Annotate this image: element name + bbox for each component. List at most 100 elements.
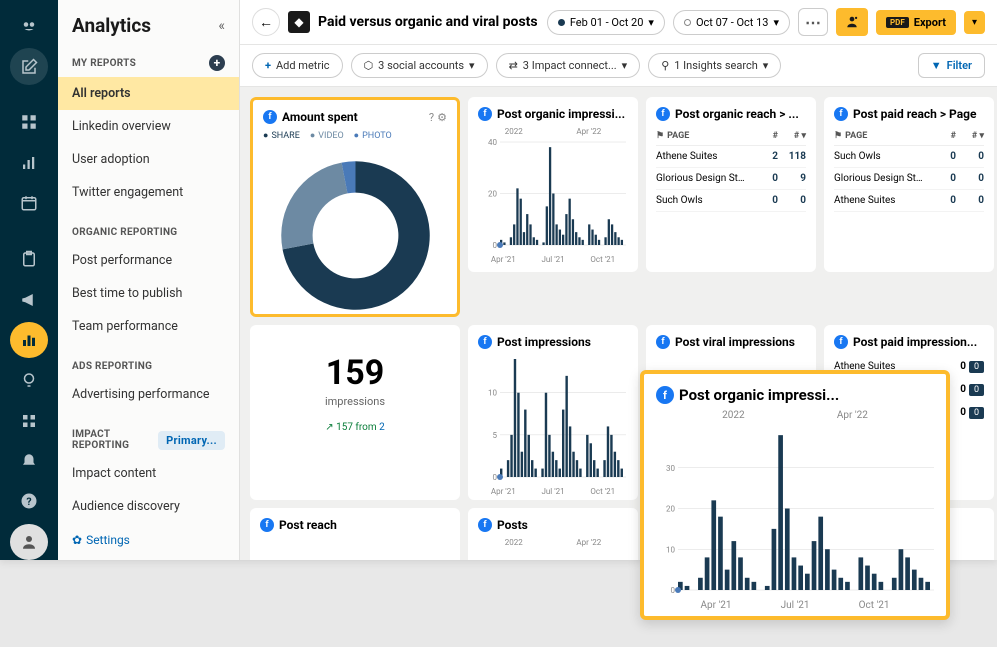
page-title: Paid versus organic and viral posts <box>318 14 539 30</box>
bignum-label: impressions <box>260 395 450 408</box>
svg-text:0: 0 <box>671 586 676 595</box>
donut-chart <box>273 153 438 317</box>
icon-rail: ? <box>0 0 58 560</box>
compose-icon[interactable] <box>10 48 48 84</box>
card-amount-spent: f Amount spent ? ⚙ SHARE VIDEO PHOTO <box>250 97 460 317</box>
card-title: Post organic impressi... <box>679 386 934 404</box>
sidebar-item-linkedin[interactable]: Linkedin overview <box>58 110 239 143</box>
sidebar-item-best-time[interactable]: Best time to publish <box>58 277 239 310</box>
sidebar-item-ads-perf[interactable]: Advertising performance <box>58 378 239 411</box>
table-row[interactable]: Such Owls00 <box>834 146 984 168</box>
date-range-2[interactable]: Oct 07 - Oct 13 ▾ <box>673 10 790 35</box>
back-button[interactable]: ← <box>252 8 280 36</box>
page-column[interactable]: ⚑ PAGE <box>656 131 750 141</box>
svg-text:30: 30 <box>666 464 675 473</box>
facebook-icon: f <box>263 110 277 124</box>
sidebar-item-impact-content[interactable]: Impact content <box>58 457 239 490</box>
bar-chart: 0 20 40 <box>478 138 628 253</box>
svg-text:10: 10 <box>488 389 497 398</box>
date-range-1[interactable]: Feb 01 - Oct 20 ▾ <box>547 10 665 35</box>
facebook-icon: f <box>478 518 492 532</box>
sidebar: Analytics « MY REPORTS + All reports Lin… <box>58 0 240 560</box>
facebook-icon: f <box>834 335 848 349</box>
svg-text:5: 5 <box>493 431 498 440</box>
card-posts: fPosts 2022Apr '22 <box>468 508 638 560</box>
collapse-sidebar-button[interactable]: « <box>218 18 225 34</box>
card-impressions-number: 159 impressions ↗ 157 from 2 <box>250 325 460 500</box>
table-row[interactable]: Glorious Design Stu...09 <box>656 168 806 190</box>
svg-text:40: 40 <box>488 138 497 147</box>
owl-logo-icon[interactable] <box>10 8 48 44</box>
my-reports-label: MY REPORTS <box>72 58 136 69</box>
svg-text:?: ? <box>26 495 31 508</box>
col-a[interactable]: # <box>928 131 956 141</box>
svg-text:0: 0 <box>493 473 498 482</box>
facebook-icon: f <box>478 107 492 121</box>
settings-link[interactable]: ✿ Settings <box>58 523 239 557</box>
filter-button[interactable]: ▼ Filter <box>918 53 985 78</box>
svg-text:20: 20 <box>488 190 497 199</box>
bignum-value: 159 <box>260 353 450 393</box>
insights-filter[interactable]: ⚲ 1 Insights search ▾ <box>648 53 781 78</box>
col-a[interactable]: # <box>750 131 778 141</box>
analytics-icon[interactable] <box>10 322 48 358</box>
add-metric-button[interactable]: +Add metric <box>252 53 343 78</box>
share-user-button[interactable] <box>836 8 868 36</box>
bar-chart: 0 5 10 <box>478 355 628 485</box>
sidebar-item-audience[interactable]: Audience discovery <box>58 490 239 523</box>
table-row[interactable]: Athene Suites2118 <box>656 146 806 168</box>
facebook-icon: f <box>260 518 274 532</box>
report-logo-icon: ◆ <box>288 11 310 33</box>
col-b[interactable]: # ▾ <box>956 131 984 141</box>
card-post-organic-reach: fPost organic reach > ... ⚑ PAGE## ▾ Ath… <box>646 97 816 272</box>
clipboard-icon[interactable] <box>10 241 48 277</box>
sidebar-item-all-reports[interactable]: All reports <box>58 77 239 110</box>
bell-icon[interactable] <box>10 443 48 479</box>
export-button[interactable]: PDFExport <box>876 10 956 35</box>
bar-chart-large: 0 10 20 30 <box>656 423 936 598</box>
primary-pill[interactable]: Primary... <box>158 431 225 450</box>
apps-icon[interactable] <box>10 402 48 438</box>
facebook-icon: f <box>656 386 674 404</box>
svg-text:0: 0 <box>493 241 498 250</box>
col-b[interactable]: # ▾ <box>778 131 806 141</box>
impact-connect-filter[interactable]: ⇄ 3 Impact connect... ▾ <box>496 53 641 78</box>
svg-text:10: 10 <box>666 545 675 554</box>
profile-icon[interactable] <box>10 524 48 560</box>
grid-icon[interactable] <box>10 104 48 140</box>
card-post-organic-impressions: fPost organic impressi... 2022Apr '22 02… <box>468 97 638 272</box>
bulb-icon[interactable] <box>10 362 48 398</box>
facebook-icon: f <box>478 335 492 349</box>
megaphone-icon[interactable] <box>10 281 48 317</box>
svg-text:20: 20 <box>666 505 675 514</box>
sidebar-title: Analytics <box>72 14 151 37</box>
calendar-icon[interactable] <box>10 185 48 221</box>
help-icon[interactable]: ? <box>10 483 48 519</box>
sidebar-item-user-adoption[interactable]: User adoption <box>58 143 239 176</box>
social-accounts-filter[interactable]: ⬡ 3 social accounts ▾ <box>351 53 488 78</box>
table-row[interactable]: Such Owls00 <box>656 190 806 212</box>
floating-card-organic-impressions: f Post organic impressi... 2022Apr '22 0… <box>640 370 950 620</box>
ads-label: ADS REPORTING <box>72 361 152 372</box>
table-row[interactable]: Glorious Design Stu...00 <box>834 168 984 190</box>
add-report-button[interactable]: + <box>209 55 225 71</box>
organic-label: ORGANIC REPORTING <box>72 227 177 238</box>
more-button[interactable]: ⋯ <box>798 8 828 36</box>
gear-icon[interactable]: ⚙ <box>437 111 447 124</box>
export-caret[interactable]: ▾ <box>964 11 985 34</box>
sidebar-item-post-perf[interactable]: Post performance <box>58 244 239 277</box>
facebook-icon: f <box>656 107 670 121</box>
donut-legend: SHARE VIDEO PHOTO <box>263 130 447 141</box>
sidebar-item-twitter[interactable]: Twitter engagement <box>58 176 239 209</box>
table-body: Such Owls00Glorious Design Stu...00Athen… <box>834 146 984 212</box>
facebook-icon: f <box>834 107 848 121</box>
impact-label: IMPACT REPORTING <box>72 429 152 451</box>
help-icon[interactable]: ? <box>429 111 434 124</box>
page-column[interactable]: ⚑ PAGE <box>834 131 928 141</box>
bignum-trend: ↗ 157 from 2 <box>260 422 450 433</box>
streams-icon[interactable] <box>10 145 48 181</box>
filter-bar: +Add metric ⬡ 3 social accounts ▾ ⇄ 3 Im… <box>240 45 997 87</box>
table-row[interactable]: Athene Suites00 <box>834 190 984 212</box>
sidebar-item-team-perf[interactable]: Team performance <box>58 310 239 343</box>
card-post-impressions: fPost impressions 0510 Apr '21Jul '21Oct… <box>468 325 638 500</box>
